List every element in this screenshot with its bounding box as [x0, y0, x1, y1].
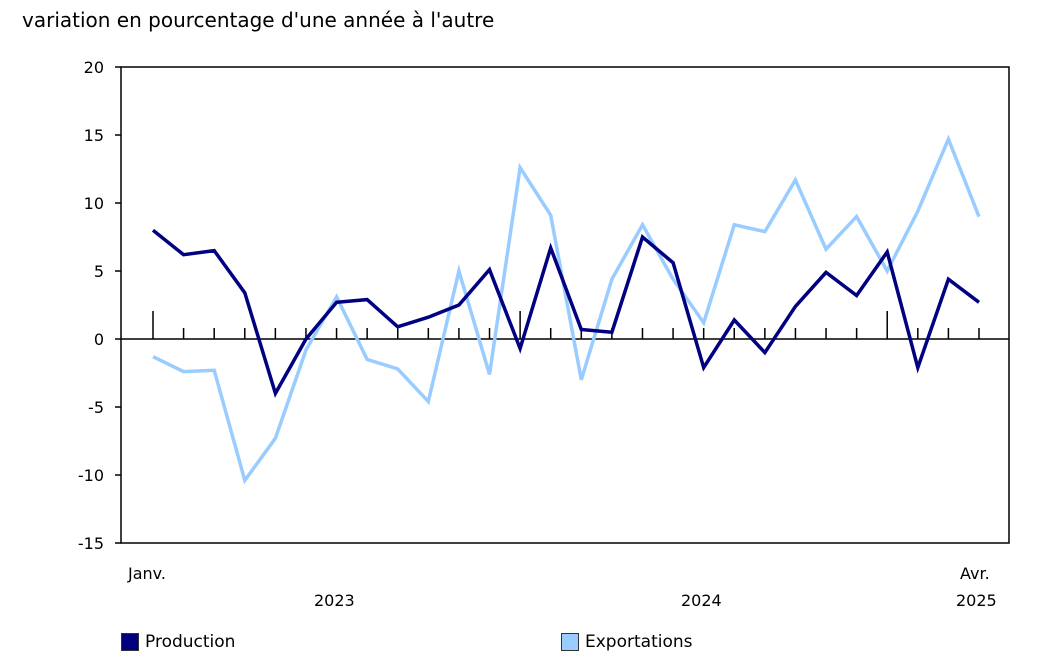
chart-title: variation en pourcentage d'une année à l… — [22, 8, 495, 32]
legend-item-exportations: Exportations — [561, 632, 693, 652]
plot-frame — [120, 66, 1010, 544]
legend-swatch-production — [121, 633, 139, 651]
y-tick-label: 15 — [84, 126, 104, 145]
data-lines — [151, 134, 981, 485]
x-label-last: Avr. — [960, 564, 990, 583]
y-tick-label: -5 — [88, 398, 104, 417]
legend-swatch-exportations — [561, 633, 579, 651]
legend-item-production: Production — [121, 632, 235, 652]
x-label-year-2024: 2024 — [681, 591, 722, 610]
x-label-year-2025: 2025 — [956, 591, 997, 610]
y-tick-label: 5 — [94, 262, 104, 281]
series-line-exportations — [152, 134, 981, 485]
x-label-year-2023: 2023 — [314, 591, 355, 610]
legend-label-production: Production — [145, 632, 236, 652]
y-tick-label: 0 — [94, 330, 104, 349]
x-label-first: Janv. — [128, 564, 166, 583]
y-tick-label: 20 — [84, 58, 104, 77]
y-tick-label: -10 — [78, 466, 104, 485]
y-tick-label: 10 — [84, 194, 104, 213]
series-line-production — [151, 228, 981, 398]
x-axis-ticks — [152, 311, 980, 339]
y-tick-label: -15 — [78, 534, 104, 553]
y-axis: 20 15 10 5 0 -5 -10 -15 — [78, 58, 121, 553]
legend-label-exportations: Exportations — [585, 632, 693, 652]
